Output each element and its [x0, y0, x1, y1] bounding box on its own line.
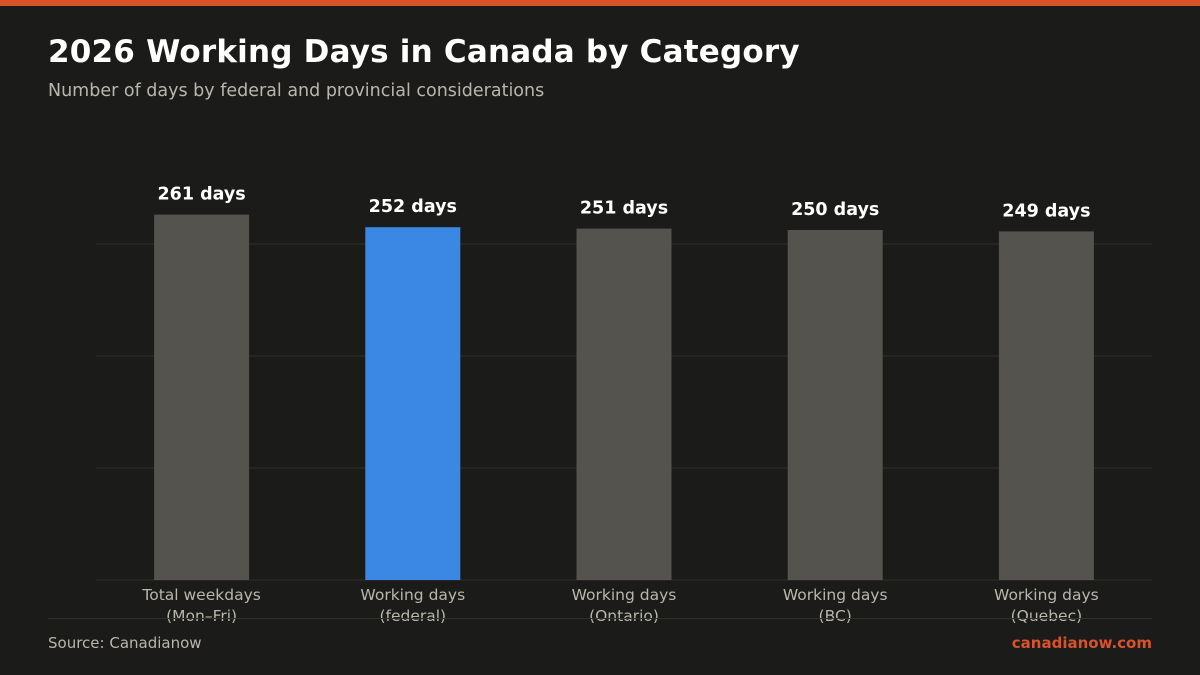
bar	[787, 230, 883, 580]
x-tick-label: Total weekdays	[141, 586, 260, 604]
x-tick-label: Working days	[360, 586, 465, 604]
bar	[365, 227, 461, 580]
x-tick-label: (Quebec)	[1011, 607, 1083, 625]
chart-subtitle: Number of days by federal and provincial…	[48, 81, 545, 101]
x-tick-label: (BC)	[819, 607, 852, 625]
x-tick-label: Working days	[572, 586, 677, 604]
bar	[998, 231, 1094, 580]
x-tick-label: Working days	[783, 586, 888, 604]
bar	[154, 214, 250, 580]
x-tick-label: (federal)	[379, 607, 446, 625]
value-label: 252 days	[369, 197, 457, 217]
x-tick-label: (Mon–Fri)	[166, 607, 237, 625]
x-tick-label: Working days	[994, 586, 1099, 604]
source-note: Source: Canadianow	[48, 634, 202, 652]
bar	[576, 228, 672, 580]
value-label: 261 days	[157, 185, 245, 205]
chart-title: 2026 Working Days in Canada by Category	[48, 34, 800, 70]
value-label: 251 days	[580, 199, 668, 219]
value-label: 249 days	[1002, 201, 1090, 221]
footer-divider	[48, 618, 1152, 619]
x-tick-label: (Ontario)	[589, 607, 659, 625]
brand-link[interactable]: canadianow.com	[1011, 634, 1152, 652]
value-label: 250 days	[791, 200, 879, 220]
accent-top-bar	[0, 0, 1200, 6]
